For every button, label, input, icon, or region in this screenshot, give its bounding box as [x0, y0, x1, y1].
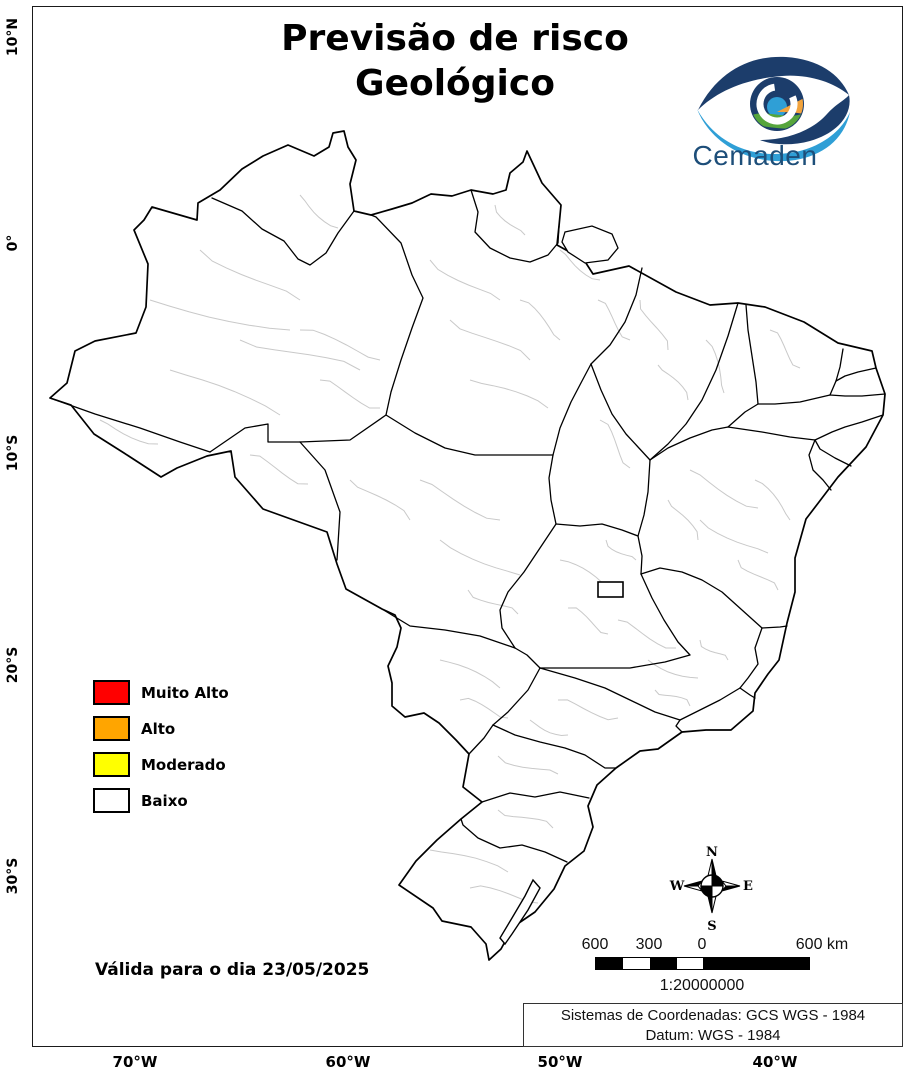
legend-item-baixo: Baixo: [93, 788, 229, 813]
municipal-border-line: [647, 659, 699, 679]
municipal-border-line: [519, 299, 561, 341]
brazil-outline: [50, 131, 885, 960]
scale-300: 300: [635, 936, 663, 953]
municipal-border-line: [419, 479, 501, 521]
lat-label-20s: 20°S: [5, 646, 21, 684]
alto-label: Alto: [141, 719, 176, 738]
compass-north-label: N: [706, 845, 718, 860]
municipal-border-line: [429, 259, 501, 301]
municipal-border-line: [199, 249, 301, 301]
lon-label-60w: 60°W: [325, 1053, 371, 1071]
municipal-border-line: [657, 364, 689, 401]
municipal-border-line: [99, 419, 159, 445]
municipal-border-line: [689, 469, 759, 509]
lon-label-40w: 40°W: [752, 1053, 798, 1071]
lon-label-50w: 50°W: [537, 1053, 583, 1071]
compass-south-label: S: [707, 919, 716, 934]
municipal-border-line: [467, 589, 519, 615]
scale-600-left: 600: [581, 936, 609, 953]
lat-label-0: 0°: [5, 234, 21, 252]
municipal-border-line: [639, 299, 669, 351]
muito-alto-swatch: [93, 680, 130, 705]
municipal-border-line: [497, 809, 554, 829]
baixo-label: Baixo: [141, 791, 188, 810]
municipal-border-line: [169, 369, 281, 416]
municipal-border-line: [667, 499, 699, 541]
scale-ratio-text: 1:20000000: [659, 977, 745, 994]
scale-600-km: 600 km: [795, 936, 849, 953]
lat-label-10s: 10°S: [5, 434, 21, 472]
title-line-2: Geológico: [355, 63, 555, 104]
municipal-border-line: [754, 479, 791, 521]
cemaden-eye-icon: [697, 56, 850, 162]
municipal-border-line: [459, 697, 509, 719]
title-line-1: Previsão de risco: [281, 18, 629, 59]
marajo-island: [561, 225, 619, 264]
moderado-swatch: [93, 752, 130, 777]
municipal-border-line: [149, 299, 291, 331]
municipal-border-line: [299, 329, 381, 361]
municipal-border-line: [439, 539, 521, 576]
municipal-border-line: [249, 454, 309, 485]
risk-legend: Muito Alto Alto Moderado Baixo: [93, 680, 229, 824]
moderado-label: Moderado: [141, 755, 226, 774]
legend-item-alto: Alto: [93, 716, 229, 741]
municipal-border-line: [557, 699, 619, 721]
legend-item-muito-alto: Muito Alto: [93, 680, 229, 705]
baixo-swatch: [93, 788, 130, 813]
municipal-border-line: [429, 849, 509, 873]
country-border: [49, 130, 886, 961]
municipal-border-line: [497, 755, 559, 775]
legend-item-moderado: Moderado: [93, 752, 229, 777]
scalebar-labels: 600 300 0 600 km: [0, 936, 916, 953]
municipal-border-line: [299, 194, 339, 229]
df-rectangle: [597, 581, 624, 598]
state-borders: [49, 189, 886, 863]
coordinate-system-line1: Sistemas de Coordenadas: GCS WGS - 1984: [560, 1007, 866, 1024]
cemaden-wordmark: Cemaden: [692, 140, 818, 171]
cemaden-logo: Cemaden: [655, 48, 870, 173]
compass-east-label: E: [743, 879, 753, 894]
municipal-border-line: [469, 379, 549, 409]
municipal-border-line: [319, 379, 380, 409]
validity-date-text: Válida para o dia 23/05/2025: [95, 960, 370, 980]
muito-alto-label: Muito Alto: [141, 683, 229, 702]
municipal-border-line: [529, 719, 569, 737]
municipal-borders: [99, 194, 801, 904]
lat-label-30s: 30°S: [5, 857, 21, 895]
municipal-border-line: [769, 329, 801, 369]
alto-swatch: [93, 716, 130, 741]
municipal-border-line: [449, 319, 531, 361]
municipal-border-line: [349, 479, 411, 521]
page-title: Previsão de risco Geológico: [230, 16, 680, 106]
municipal-border-line: [705, 339, 725, 394]
lon-label-70w: 70°W: [112, 1053, 158, 1071]
compass-west-label: W: [669, 879, 685, 894]
coordinate-system-box: Sistemas de Coordenadas: GCS WGS - 1984 …: [523, 1003, 903, 1047]
municipal-border-line: [605, 539, 637, 561]
municipal-border-line: [439, 659, 501, 689]
lat-label-10n: 10°N: [5, 17, 21, 57]
municipal-border-line: [617, 619, 676, 649]
municipal-border-line: [239, 339, 361, 371]
municipal-border-line: [737, 559, 779, 591]
patos-lagoon: [499, 878, 541, 946]
coordinate-system-line2: Datum: WGS - 1984: [645, 1027, 781, 1044]
municipal-border-line: [559, 249, 601, 281]
scale-bar: [595, 957, 810, 970]
municipal-border-line: [597, 299, 631, 341]
municipal-border-line: [699, 519, 769, 554]
municipal-border-line: [599, 419, 631, 469]
scale-0: 0: [697, 936, 707, 953]
municipal-border-line: [494, 204, 526, 236]
municipal-border-line: [699, 639, 729, 661]
municipal-border-line: [654, 689, 691, 707]
municipal-border-line: [567, 607, 609, 635]
